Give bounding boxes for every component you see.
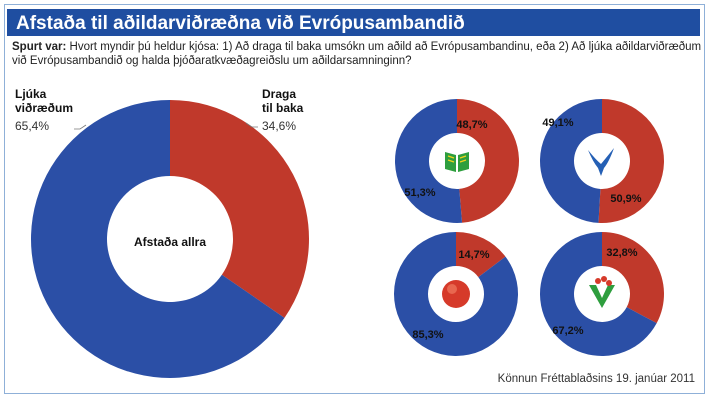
chart-title: Afstaða til aðildarviðræðna við Evrópusa… — [16, 13, 465, 34]
right-value: 34,6% — [262, 119, 296, 133]
main-labels: Ljúka viðræðum 65,4% Draga til baka 34,6… — [15, 87, 304, 249]
small-donut-4 — [539, 231, 664, 356]
left-value: 65,4% — [15, 119, 49, 133]
main-donut-chart — [31, 100, 310, 378]
small1-slice-ljuka — [395, 99, 463, 223]
question-text: Spurt var: Hvort myndir þú heldur kjósa:… — [12, 40, 702, 68]
title-bar — [7, 9, 700, 36]
green-book-logo-icon — [440, 144, 474, 178]
small-donut-3 — [393, 232, 518, 356]
small2-red-value: 50,9% — [610, 193, 641, 205]
right-label-line2: til baka — [262, 101, 304, 115]
small3-red-value: 14,7% — [458, 249, 489, 261]
small1-slice-draga — [457, 99, 519, 223]
green-v-flower-logo-icon — [584, 276, 620, 312]
small3-blue-value: 85,3% — [412, 329, 443, 341]
left-label-line2: viðræðum — [15, 101, 73, 115]
main-slice-ljuka — [31, 100, 285, 378]
small2-slice-ljuka — [540, 99, 602, 223]
red-rose-logo-icon — [438, 276, 474, 312]
question-label: Spurt var: — [12, 41, 67, 53]
small1-red-value: 48,7% — [456, 119, 487, 131]
main-center-label: Afstaða allra — [134, 235, 206, 249]
small4-slice-draga — [602, 232, 664, 324]
right-label-line1: Draga — [262, 87, 296, 101]
small4-slice-ljuka — [539, 231, 657, 356]
blue-falcon-logo-icon — [585, 144, 619, 178]
left-label-line1: Ljúka — [15, 87, 47, 101]
source-note: Könnun Fréttablaðsins 19. janúar 2011 — [497, 373, 695, 385]
small2-blue-value: 49,1% — [542, 117, 573, 129]
small2-slice-draga — [598, 99, 665, 224]
left-leader-line — [74, 124, 87, 130]
small4-red-value: 32,8% — [606, 247, 637, 259]
small1-blue-value: 51,3% — [404, 187, 435, 199]
question-body: Hvort myndir þú heldur kjósa: 1) Að drag… — [12, 41, 702, 67]
small-donut-1 — [395, 99, 519, 223]
main-slice-draga — [170, 100, 310, 318]
small4-blue-value: 67,2% — [552, 325, 583, 337]
small3-slice-ljuka — [393, 232, 518, 356]
small-donut-2 — [540, 99, 665, 224]
small3-slice-draga — [456, 232, 506, 278]
right-leader-line — [245, 122, 258, 128]
